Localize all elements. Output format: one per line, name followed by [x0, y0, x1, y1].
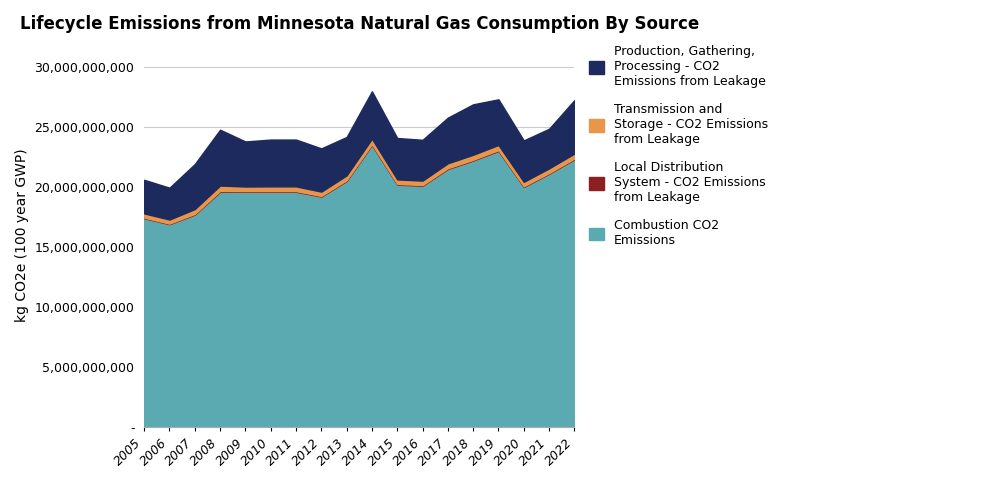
Legend: Production, Gathering,
Processing - CO2
Emissions from Leakage, Transmission and: Production, Gathering, Processing - CO2 … [585, 42, 772, 251]
Title: Lifecycle Emissions from Minnesota Natural Gas Consumption By Source: Lifecycle Emissions from Minnesota Natur… [20, 15, 699, 33]
Y-axis label: kg CO2e (100 year GWP): kg CO2e (100 year GWP) [15, 148, 29, 322]
